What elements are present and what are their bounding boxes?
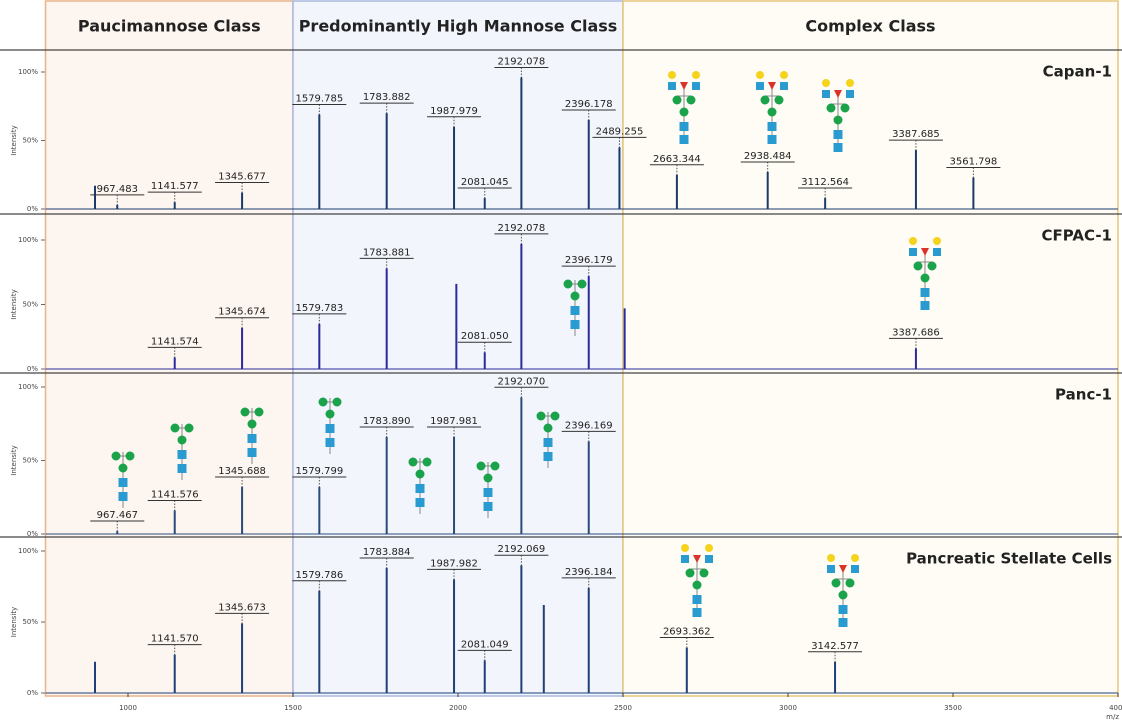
peak-label: 1345.674 <box>218 307 266 318</box>
x-tick-label: 3000 <box>779 704 797 712</box>
x-tick-label: 4000 <box>1109 704 1122 712</box>
y-tick-label: 50% <box>22 301 38 309</box>
peak-label: 2192.078 <box>498 223 546 234</box>
peak-label: 3561.798 <box>950 156 998 167</box>
peak-label: 1987.981 <box>430 416 478 427</box>
peak-label: 967.483 <box>97 184 138 195</box>
peak-label: 1579.799 <box>295 466 343 477</box>
peak-label: 1783.881 <box>363 247 411 258</box>
peak-label: 1141.574 <box>151 336 199 347</box>
peak-label: 2938.484 <box>744 151 792 162</box>
class-label: Paucimannose Class <box>78 17 261 36</box>
peak-label: 2192.070 <box>498 376 546 387</box>
x-axis-label: m/z <box>1106 713 1119 721</box>
peak-label: 1345.688 <box>218 466 266 477</box>
peak-label: 2081.045 <box>461 177 509 188</box>
peak-label: 1987.979 <box>430 106 478 117</box>
class-region <box>46 1 294 696</box>
y-axis-label: Intensity <box>10 289 18 319</box>
peak-label: 2081.049 <box>461 639 509 650</box>
peak-label: 1783.890 <box>363 416 411 427</box>
y-tick-label: 50% <box>22 618 38 626</box>
peak-label: 1579.783 <box>295 303 343 314</box>
figure: Paucimannose Class Predominantly High Man… <box>0 0 1122 721</box>
class-label: Complex Class <box>805 17 935 36</box>
peak-label: 2663.344 <box>653 154 701 165</box>
y-tick-label: 50% <box>22 137 38 145</box>
peak-label: 3387.685 <box>892 129 940 140</box>
peak-label: 3387.686 <box>892 327 940 338</box>
peak-label: 2489.255 <box>596 126 644 137</box>
peak-label: 1141.577 <box>151 181 199 192</box>
peak-label: 2396.178 <box>565 99 613 110</box>
y-tick-label: 50% <box>22 457 38 465</box>
peak-label: 2693.362 <box>663 627 711 638</box>
class-label: Predominantly High Mannose Class <box>299 17 618 36</box>
peak-label: 1345.673 <box>218 602 266 613</box>
peak-label: 1345.677 <box>218 172 266 183</box>
panel-title: Capan-1 <box>1043 63 1112 81</box>
y-axis-label: Intensity <box>10 125 18 155</box>
y-tick-label: 0% <box>27 205 38 213</box>
peak-label: 3112.564 <box>801 177 849 188</box>
peak-label: 2396.179 <box>565 255 613 266</box>
peak-label: 3142.577 <box>811 641 859 652</box>
y-axis-label: Intensity <box>10 607 18 637</box>
x-tick-label: 3500 <box>944 704 962 712</box>
peak-label: 2396.184 <box>565 567 613 578</box>
y-tick-label: 100% <box>18 236 38 244</box>
peak-label: 2081.050 <box>461 331 509 342</box>
peak-label: 1579.786 <box>295 570 343 581</box>
y-tick-label: 100% <box>18 383 38 391</box>
peak-label: 1141.576 <box>151 489 199 500</box>
x-tick-label: 2500 <box>614 704 632 712</box>
peak-label: 1783.882 <box>363 92 411 103</box>
x-tick-label: 1500 <box>284 704 302 712</box>
peak-label: 967.467 <box>97 510 138 521</box>
peak-label: 2192.069 <box>498 544 546 555</box>
panel-title: Panc-1 <box>1055 386 1112 404</box>
peak-label: 1783.884 <box>363 547 411 558</box>
y-axis-label: Intensity <box>10 445 18 475</box>
y-tick-label: 100% <box>18 68 38 76</box>
y-tick-label: 0% <box>27 689 38 697</box>
peak-label: 1579.785 <box>295 93 343 104</box>
peak-label: 2396.169 <box>565 420 613 431</box>
peak-label: 2192.078 <box>498 56 546 67</box>
peak-label: 1141.570 <box>151 634 199 645</box>
y-tick-label: 100% <box>18 547 38 555</box>
peak-label: 1987.982 <box>430 558 478 569</box>
y-tick-label: 0% <box>27 365 38 373</box>
panel-title: Pancreatic Stellate Cells <box>906 550 1112 568</box>
x-tick-label: 1000 <box>119 704 137 712</box>
panel-title: CFPAC-1 <box>1042 227 1113 245</box>
x-tick-label: 2000 <box>449 704 467 712</box>
